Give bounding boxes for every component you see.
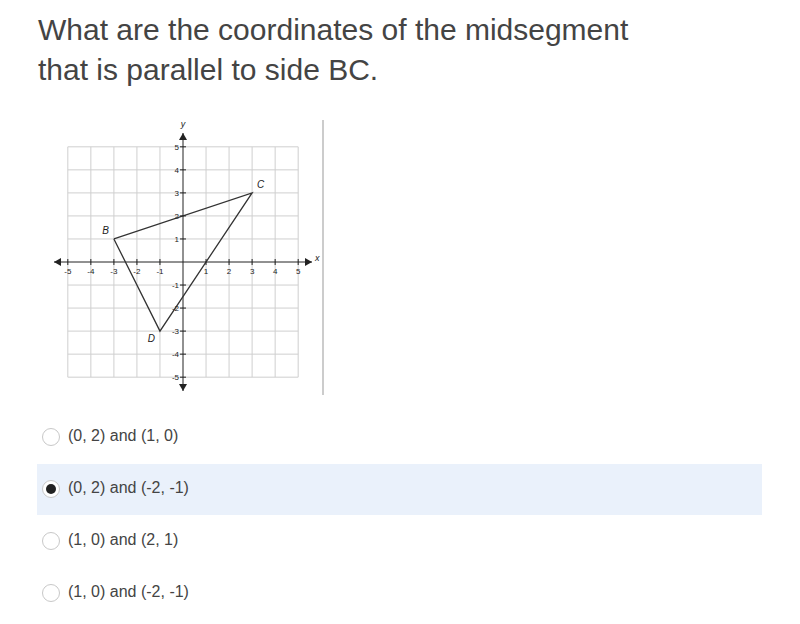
html-text:that is parallel to side BC.: that is parallel to side BC. [38,53,379,86]
html-text:(1, 0) and (2, 1): (1, 0) and (2, 1) [68,531,179,548]
html-text:(0, 2) and (-2, -1): (0, 2) and (-2, -1) [68,479,189,496]
svg-text:B: B [102,225,109,236]
html-text:(0, 2) and (1, 0): (0, 2) and (1, 0) [68,427,179,444]
svg-text:3: 3 [175,189,180,198]
svg-text:-4: -4 [172,350,180,359]
svg-text:4: 4 [175,166,180,175]
svg-text:-5: -5 [64,267,72,276]
svg-text:-2: -2 [172,304,180,313]
svg-text:5: 5 [175,143,180,152]
svg-text:x: x [314,253,320,263]
svg-text:4: 4 [273,267,278,276]
html-text:What are the coordinates of th: What are the coordinates of the midsegme… [38,13,629,46]
svg-text:-1: -1 [172,281,180,290]
svg-text:1: 1 [175,235,180,244]
svg-text:-1: -1 [156,267,164,276]
svg-text:-2: -2 [133,267,141,276]
svg-text:2: 2 [175,212,180,221]
svg-text:-3: -3 [172,327,180,336]
svg-text:C: C [257,179,265,190]
svg-text:D: D [148,333,155,344]
svg-text:-3: -3 [110,267,118,276]
html-text:(1, 0) and (-2, -1): (1, 0) and (-2, -1) [68,583,189,600]
svg-text:-4: -4 [87,267,95,276]
svg-text:5: 5 [296,267,301,276]
svg-text:1: 1 [204,267,209,276]
svg-text:-5: -5 [172,373,180,382]
svg-text:2: 2 [227,267,232,276]
svg-text:y: y [180,119,186,129]
svg-text:3: 3 [250,267,255,276]
